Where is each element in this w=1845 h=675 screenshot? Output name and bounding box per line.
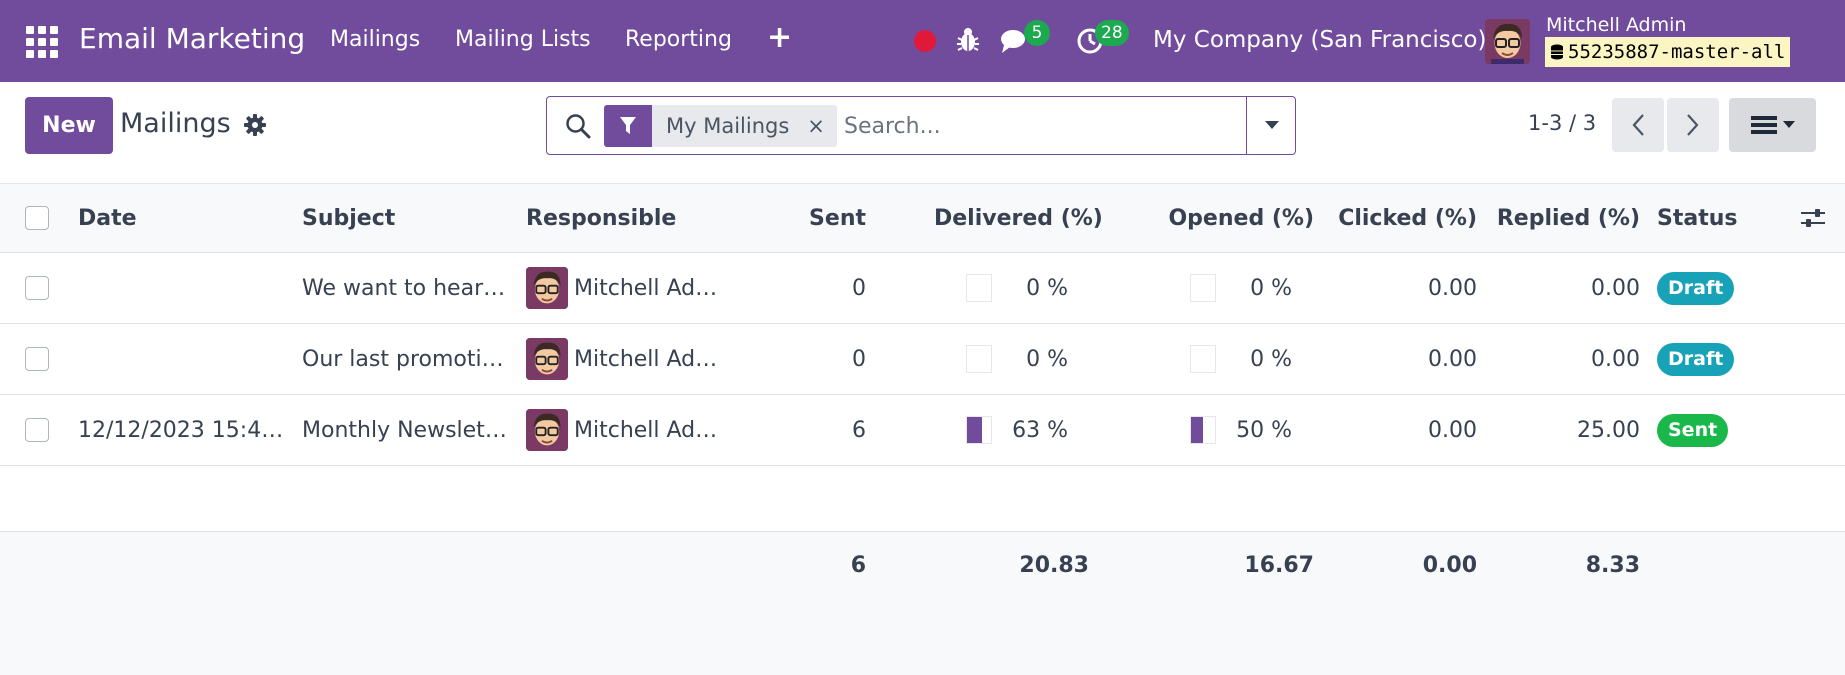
divider [0,183,1845,184]
cell-sent: 6 [852,417,866,443]
search-options-toggle[interactable] [1246,97,1296,154]
cell-sent: 0 [852,346,866,372]
company-switcher[interactable]: My Company (San Francisco) [1153,27,1487,53]
search-icon[interactable] [565,113,591,139]
delivered-progress-bar [966,274,992,302]
cell-opened: 0 % [1250,346,1292,372]
list-footer-area [0,598,1845,675]
cell-replied: 0.00 [1591,275,1640,301]
sliders-icon [1801,209,1825,227]
menu-mailings[interactable]: Mailings [330,27,421,52]
column-header-sent[interactable]: Sent [809,205,866,231]
table-row[interactable]: 12/12/2023 15:45:00 Monthly Newsletter M… [0,395,1845,466]
cell-delivered: 0 % [1026,275,1068,301]
cell-opened: 50 % [1236,417,1292,443]
list-header-row: Date Subject Responsible Sent Delivered … [0,184,1845,253]
column-header-opened[interactable]: Opened (%) [1168,205,1314,231]
caret-down-icon [1264,121,1279,129]
total-sent: 6 [850,552,866,578]
cell-responsible: Mitchell Admin [574,346,724,372]
facet-label: My Mailings [652,105,800,147]
pager-value[interactable]: 1-3 / 3 [1528,111,1597,135]
row-checkbox[interactable] [25,347,49,371]
opened-progress-bar [1190,416,1216,444]
cell-replied: 25.00 [1577,417,1640,443]
messages-count-badge: 5 [1024,20,1050,46]
database-icon [1551,44,1563,60]
new-button[interactable]: New [25,97,113,154]
responsible-avatar [526,338,568,380]
table-row[interactable]: We want to hear from you! Mitchell Admin… [0,253,1845,324]
total-delivered: 20.83 [1019,552,1089,578]
opened-progress-bar [1190,345,1216,373]
column-header-clicked[interactable]: Clicked (%) [1338,205,1477,231]
cell-responsible: Mitchell Admin [574,417,724,443]
list-view-icon [1750,116,1777,134]
column-header-date[interactable]: Date [78,205,137,231]
delivered-progress-bar [966,416,992,444]
table-row[interactable]: Our last promotions, just for you! Mitch… [0,324,1845,395]
cell-opened: 0 % [1250,275,1292,301]
facet-remove-button[interactable]: × [799,105,837,147]
cell-subject: Monthly Newsletter [302,417,512,443]
row-checkbox[interactable] [25,276,49,300]
cell-clicked: 0.00 [1428,417,1477,443]
search-facet: My Mailings × [604,105,837,147]
cell-clicked: 0.00 [1428,346,1477,372]
database-badge: 55235887-master-all [1545,37,1791,67]
bug-icon[interactable] [956,26,980,54]
cell-delivered: 0 % [1026,346,1068,372]
search-bar: My Mailings × [546,96,1296,155]
opened-progress-bar [1190,274,1216,302]
optional-columns-toggle[interactable] [1800,184,1826,252]
pager-previous-button[interactable] [1612,98,1664,152]
gear-icon[interactable] [243,113,267,137]
activities-count-badge: 28 [1095,20,1129,46]
app-menu-icon[interactable] [26,26,58,58]
chevron-right-icon [1687,114,1699,136]
responsible-avatar [526,267,568,309]
caret-down-icon [1782,121,1795,128]
status-badge: Draft [1657,271,1735,305]
totals-row: 6 20.83 16.67 0.00 8.33 [0,531,1845,598]
select-all-checkbox[interactable] [25,206,49,230]
page-title: Mailings [120,108,231,139]
total-clicked: 0.00 [1422,552,1477,578]
responsible-avatar [526,409,568,451]
database-name: 55235887-master-all [1568,41,1786,63]
filter-icon [604,105,652,147]
cell-date: 12/12/2023 15:45:00 [78,417,288,443]
column-header-replied[interactable]: Replied (%) [1496,205,1640,231]
total-opened: 16.67 [1244,552,1314,578]
cell-clicked: 0.00 [1428,275,1477,301]
top-navbar: Email Marketing Mailings Mailing Lists R… [0,0,1845,82]
status-badge: Sent [1657,413,1729,447]
menu-mailing-lists[interactable]: Mailing Lists [455,27,591,52]
menu-reporting[interactable]: Reporting [625,27,732,52]
plus-icon[interactable]: + [767,20,793,55]
user-name[interactable]: Mitchell Admin [1546,14,1687,36]
user-avatar[interactable] [1485,19,1530,64]
cell-subject: We want to hear from you! [302,275,512,301]
cell-delivered: 63 % [1012,417,1068,443]
pager-next-button[interactable] [1667,98,1719,152]
cell-responsible: Mitchell Admin [574,275,724,301]
cell-subject: Our last promotions, just for you! [302,346,512,372]
chevron-left-icon [1632,114,1644,136]
column-header-delivered[interactable]: Delivered (%) [934,205,1103,231]
column-header-responsible[interactable]: Responsible [526,205,677,231]
column-header-status[interactable]: Status [1657,205,1738,231]
chat-icon[interactable] [1000,27,1032,55]
app-title[interactable]: Email Marketing [79,22,306,55]
delivered-progress-bar [966,345,992,373]
column-header-subject[interactable]: Subject [302,205,396,231]
total-replied: 8.33 [1585,552,1640,578]
cell-sent: 0 [852,275,866,301]
search-input[interactable] [844,109,1234,143]
status-badge: Draft [1657,342,1735,376]
view-switcher-button[interactable] [1729,98,1816,152]
row-checkbox[interactable] [25,418,49,442]
record-icon[interactable] [914,30,936,52]
cell-replied: 0.00 [1591,346,1640,372]
